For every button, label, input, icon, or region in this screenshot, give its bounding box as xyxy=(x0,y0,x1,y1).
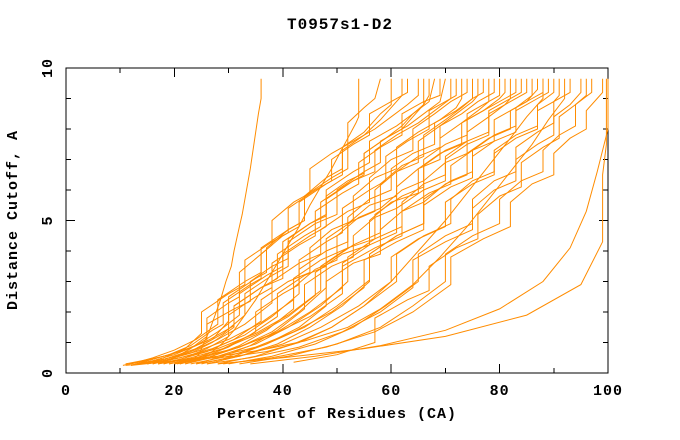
plot-frame xyxy=(65,67,609,374)
model-curve xyxy=(125,78,544,366)
model-curve xyxy=(157,78,463,365)
model-curve xyxy=(141,78,408,365)
chart-title: T0957s1-D2 xyxy=(287,16,393,34)
model-curve xyxy=(174,78,549,365)
model-curve xyxy=(250,78,609,365)
model-curve xyxy=(168,78,479,365)
model-curve xyxy=(152,78,484,365)
model-curve xyxy=(293,78,587,363)
x-tick-label: 100 xyxy=(593,383,623,400)
x-tick-label: 60 xyxy=(381,383,401,400)
y-tick-label: 0 xyxy=(40,368,57,378)
model-curve xyxy=(158,78,538,365)
plot-axes: 0 20 40 60 80 100 0 5 10 xyxy=(40,58,623,400)
model-curve xyxy=(190,78,544,365)
y-tick-label: 10 xyxy=(40,58,57,78)
y-tick-label: 5 xyxy=(40,215,57,225)
model-curve xyxy=(239,78,593,365)
model-curve xyxy=(157,78,381,365)
model-curve xyxy=(147,78,446,365)
model-curves xyxy=(122,78,609,366)
model-curve xyxy=(122,78,419,366)
x-tick-label: 80 xyxy=(490,383,510,400)
y-axis-label: Distance Cutoff, A xyxy=(5,130,22,310)
model-curve xyxy=(141,78,468,365)
model-curve xyxy=(206,78,582,365)
model-curve xyxy=(163,78,506,365)
model-curve xyxy=(130,78,566,366)
model-curve xyxy=(130,78,452,365)
model-curve xyxy=(136,78,495,365)
model-curve xyxy=(217,78,607,365)
x-axis-label: Percent of Residues (CA) xyxy=(217,406,457,423)
model-curve xyxy=(174,78,457,365)
model-curve xyxy=(176,78,262,365)
x-tick-label: 0 xyxy=(61,383,71,400)
x-tick-label: 40 xyxy=(273,383,293,400)
model-curve xyxy=(185,78,473,365)
model-curve xyxy=(196,78,560,365)
model-curve xyxy=(147,78,517,365)
model-curve xyxy=(125,78,430,365)
x-tick-label: 20 xyxy=(164,383,184,400)
model-curve xyxy=(179,78,501,365)
